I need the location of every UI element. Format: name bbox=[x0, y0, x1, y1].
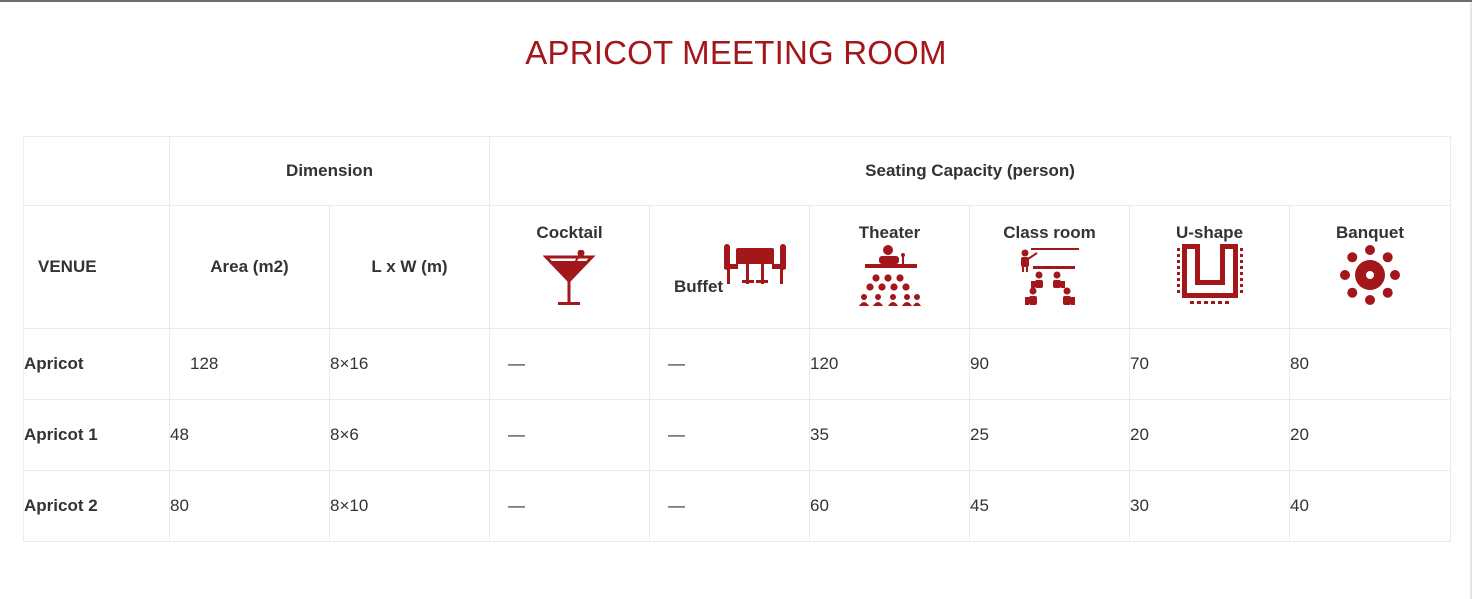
buffet-cell: — bbox=[649, 328, 810, 400]
window-edge bbox=[1470, 2, 1472, 599]
dimension-group-header: Dimension bbox=[169, 136, 490, 206]
ushape-cell: 30 bbox=[1129, 470, 1290, 542]
buffet-cell: — bbox=[649, 399, 810, 471]
banquet-cell: 20 bbox=[1288, 399, 1452, 471]
table-row: Apricot 128 8×16 — — 120 90 70 80 bbox=[23, 328, 1452, 400]
empty-header-cell bbox=[23, 136, 170, 206]
lxw-column-header: L x W (m) bbox=[329, 205, 490, 329]
theater-cell: 35 bbox=[809, 399, 970, 471]
u-shape-seating-icon bbox=[1176, 244, 1243, 304]
cocktail-cell: — bbox=[489, 328, 650, 400]
venue-name-cell: Apricot 1 bbox=[23, 399, 170, 471]
classroom-seating-icon bbox=[1020, 248, 1079, 305]
classroom-cell: 90 bbox=[969, 328, 1130, 400]
banquet-cell: 40 bbox=[1288, 470, 1452, 542]
theater-column-header: Theater bbox=[809, 205, 970, 329]
cocktail-cell: — bbox=[489, 399, 650, 471]
lxw-cell: 8×10 bbox=[329, 470, 490, 542]
buffet-cell: — bbox=[649, 470, 810, 542]
group-header-row: Dimension Seating Capacity (person) bbox=[23, 136, 1452, 206]
cocktail-column-header: Cocktail bbox=[489, 205, 650, 329]
ushape-column-header: U-shape bbox=[1129, 205, 1290, 329]
buffet-column-header: Buffet bbox=[649, 205, 810, 329]
banquet-label: Banquet bbox=[1336, 223, 1405, 242]
ushape-label: U-shape bbox=[1175, 223, 1244, 242]
banquet-round-table-icon bbox=[1340, 245, 1401, 305]
capacity-table: Dimension Seating Capacity (person) VENU… bbox=[23, 136, 1452, 542]
banquet-cell: 80 bbox=[1288, 328, 1452, 400]
cocktail-glass-icon bbox=[542, 250, 596, 305]
ushape-cell: 20 bbox=[1129, 399, 1290, 471]
area-cell: 128 bbox=[169, 328, 330, 400]
area-cell: 48 bbox=[169, 399, 330, 471]
page-title: APRICOT MEETING ROOM bbox=[525, 34, 947, 71]
area-cell: 80 bbox=[169, 470, 330, 542]
classroom-label: Class room bbox=[1003, 223, 1096, 242]
banquet-column-header: Banquet bbox=[1288, 205, 1452, 329]
area-column-header: Area (m2) bbox=[169, 205, 330, 329]
buffet-table-icon bbox=[724, 244, 786, 284]
cocktail-label: Cocktail bbox=[536, 223, 603, 242]
seating-group-header: Seating Capacity (person) bbox=[488, 136, 1452, 206]
table-row: Apricot 1 48 8×6 — — 35 25 20 20 bbox=[23, 399, 1452, 471]
theater-seating-icon bbox=[858, 245, 921, 306]
classroom-cell: 45 bbox=[969, 470, 1130, 542]
theater-label: Theater bbox=[858, 223, 921, 242]
venue-name-cell: Apricot bbox=[23, 328, 170, 400]
ushape-cell: 70 bbox=[1129, 328, 1290, 400]
theater-cell: 60 bbox=[809, 470, 970, 542]
table-row: Apricot 2 80 8×10 — — 60 45 30 40 bbox=[23, 470, 1452, 542]
lxw-cell: 8×6 bbox=[329, 399, 490, 471]
buffet-label: Buffet bbox=[674, 277, 724, 296]
theater-cell: 120 bbox=[809, 328, 970, 400]
column-header-row: VENUE Area (m2) L x W (m) Cocktail Buffe… bbox=[23, 205, 1452, 329]
classroom-column-header: Class room bbox=[969, 205, 1130, 329]
classroom-cell: 25 bbox=[969, 399, 1130, 471]
cocktail-cell: — bbox=[489, 470, 650, 542]
venue-name-cell: Apricot 2 bbox=[23, 470, 170, 542]
lxw-cell: 8×16 bbox=[329, 328, 490, 400]
venue-column-header: VENUE bbox=[23, 205, 170, 329]
